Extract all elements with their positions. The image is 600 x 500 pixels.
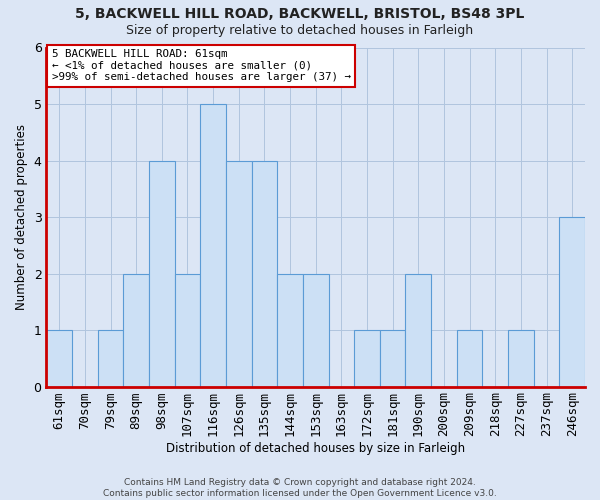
- Bar: [226, 160, 251, 386]
- Bar: [251, 160, 277, 386]
- Text: 5 BACKWELL HILL ROAD: 61sqm
← <1% of detached houses are smaller (0)
>99% of sem: 5 BACKWELL HILL ROAD: 61sqm ← <1% of det…: [52, 49, 351, 82]
- Text: Contains HM Land Registry data © Crown copyright and database right 2024.
Contai: Contains HM Land Registry data © Crown c…: [103, 478, 497, 498]
- Bar: [380, 330, 406, 386]
- X-axis label: Distribution of detached houses by size in Farleigh: Distribution of detached houses by size …: [166, 442, 465, 455]
- Bar: [277, 274, 303, 386]
- Bar: [559, 217, 585, 386]
- Bar: [46, 330, 72, 386]
- Bar: [354, 330, 380, 386]
- Bar: [124, 274, 149, 386]
- Text: 5, BACKWELL HILL ROAD, BACKWELL, BRISTOL, BS48 3PL: 5, BACKWELL HILL ROAD, BACKWELL, BRISTOL…: [76, 8, 524, 22]
- Bar: [200, 104, 226, 387]
- Bar: [303, 274, 329, 386]
- Bar: [98, 330, 124, 386]
- Bar: [149, 160, 175, 386]
- Text: Size of property relative to detached houses in Farleigh: Size of property relative to detached ho…: [127, 24, 473, 37]
- Bar: [406, 274, 431, 386]
- Bar: [457, 330, 482, 386]
- Bar: [508, 330, 534, 386]
- Bar: [175, 274, 200, 386]
- Y-axis label: Number of detached properties: Number of detached properties: [15, 124, 28, 310]
